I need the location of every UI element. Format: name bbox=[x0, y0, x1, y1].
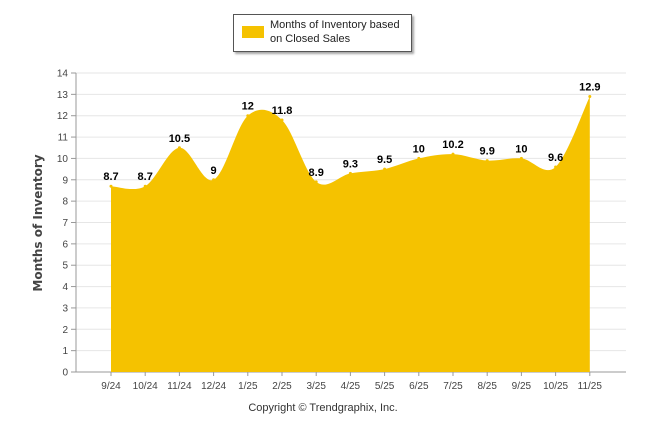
legend-swatch bbox=[242, 26, 264, 38]
y-tick-label: 4 bbox=[62, 282, 68, 293]
data-label: 9.5 bbox=[377, 154, 392, 166]
y-tick-label: 11 bbox=[58, 133, 69, 144]
legend-label: Months of Inventory based on Closed Sale… bbox=[270, 19, 400, 45]
data-point bbox=[485, 159, 489, 163]
y-tick-label: 7 bbox=[62, 218, 68, 229]
legend: Months of Inventory based on Closed Sale… bbox=[233, 14, 412, 52]
x-tick-label: 1/25 bbox=[238, 381, 258, 392]
data-label: 10.5 bbox=[169, 133, 190, 145]
x-tick-label: 2/25 bbox=[272, 381, 292, 392]
x-tick-label: 10/25 bbox=[543, 381, 568, 392]
x-tick-label: 11/25 bbox=[578, 381, 603, 392]
y-tick-label: 13 bbox=[57, 90, 69, 101]
data-point bbox=[143, 184, 147, 188]
data-label: 8.7 bbox=[103, 171, 118, 183]
data-point bbox=[417, 156, 421, 160]
x-tick-label: 11/24 bbox=[167, 381, 192, 392]
data-label: 9.9 bbox=[480, 146, 495, 158]
data-point bbox=[383, 167, 387, 171]
x-tick-label: 12/24 bbox=[201, 381, 226, 392]
data-label: 8.9 bbox=[309, 167, 324, 179]
y-axis-title: Months of Inventory bbox=[31, 154, 45, 292]
data-point bbox=[519, 156, 523, 160]
x-tick-label: 9/24 bbox=[101, 381, 121, 392]
data-point bbox=[554, 165, 558, 169]
x-tick-label: 8/25 bbox=[477, 381, 497, 392]
y-tick-label: 0 bbox=[62, 368, 68, 379]
data-point bbox=[109, 184, 113, 188]
y-tick-label: 2 bbox=[62, 325, 68, 336]
area-series bbox=[111, 96, 590, 372]
data-point bbox=[246, 114, 250, 118]
x-tick-label: 9/25 bbox=[512, 381, 532, 392]
data-label: 12 bbox=[242, 101, 254, 113]
data-point bbox=[177, 146, 181, 150]
data-point bbox=[348, 171, 352, 175]
y-tick-label: 12 bbox=[57, 111, 69, 122]
data-point bbox=[280, 118, 284, 122]
data-point bbox=[451, 152, 455, 156]
y-tick-label: 14 bbox=[57, 69, 69, 80]
y-tick-label: 9 bbox=[62, 175, 68, 186]
y-tick-label: 1 bbox=[62, 346, 68, 357]
data-label: 9.3 bbox=[343, 158, 358, 170]
data-label: 10.2 bbox=[442, 139, 463, 151]
x-tick-label: 10/24 bbox=[133, 381, 158, 392]
copyright-text: Copyright © Trendgraphix, Inc. bbox=[248, 402, 398, 414]
data-label: 12.9 bbox=[579, 81, 600, 93]
y-tick-label: 6 bbox=[62, 239, 68, 250]
y-tick-label: 8 bbox=[62, 197, 68, 208]
data-label: 10 bbox=[413, 143, 425, 155]
x-tick-label: 5/25 bbox=[375, 381, 395, 392]
y-tick-label: 5 bbox=[62, 261, 68, 272]
data-label: 8.7 bbox=[138, 171, 153, 183]
data-point bbox=[314, 180, 318, 184]
data-point bbox=[588, 94, 592, 98]
x-tick-label: 3/25 bbox=[306, 381, 326, 392]
data-label: 10 bbox=[515, 143, 527, 155]
y-tick-label: 10 bbox=[57, 154, 69, 165]
x-tick-label: 6/25 bbox=[409, 381, 429, 392]
x-tick-label: 7/25 bbox=[443, 381, 463, 392]
y-tick-label: 3 bbox=[62, 303, 68, 314]
data-label: 11.8 bbox=[272, 105, 293, 117]
data-label: 9.6 bbox=[548, 152, 563, 164]
x-tick-label: 4/25 bbox=[341, 381, 361, 392]
data-point bbox=[212, 178, 216, 182]
data-label: 9 bbox=[211, 165, 217, 177]
